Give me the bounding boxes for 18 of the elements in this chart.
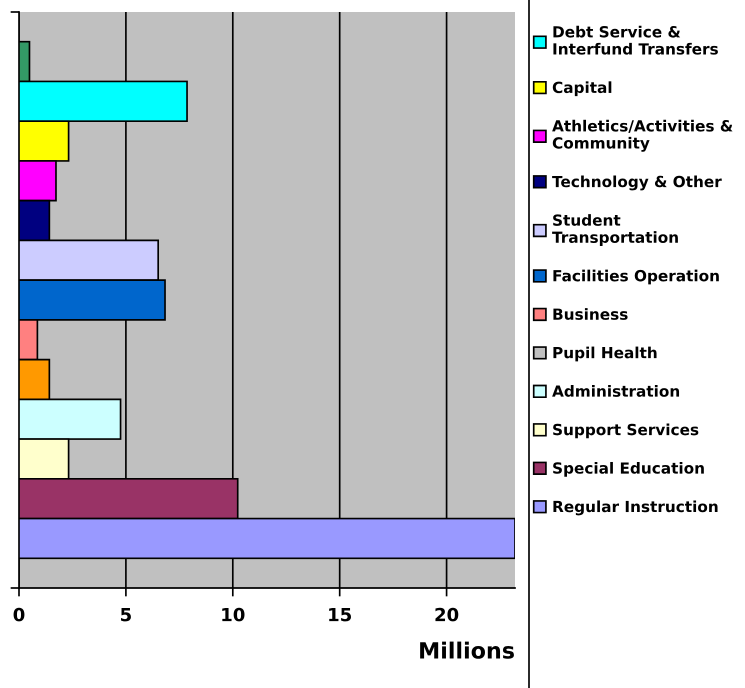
legend-label: Pupil Health	[553, 346, 657, 362]
legend-label: Support Services	[553, 424, 698, 438]
legend-label: Debt Service & Interfund Transfers	[553, 26, 718, 55]
x-tick-label: 10	[222, 608, 244, 622]
legend-label: Technology & Other	[552, 175, 722, 190]
legend-label: Regular Instruction	[553, 500, 718, 516]
legend-label: Administration	[552, 385, 680, 397]
legend-label: Facilities Operation	[553, 270, 719, 284]
x-tick-label: 15	[329, 608, 351, 622]
legend-label: Business	[553, 308, 628, 320]
x-tick-label: 5	[121, 608, 131, 622]
x-axis-title: Millions	[420, 642, 514, 659]
x-tick-label: 0	[14, 608, 24, 622]
legend-label: Athletics/Activities & Community	[552, 120, 733, 152]
legend-label: Capital	[552, 81, 612, 96]
x-tick-label: 20	[435, 608, 458, 622]
legend-label: Special Education	[553, 462, 704, 477]
legend-label: Student Transportation	[552, 214, 678, 246]
